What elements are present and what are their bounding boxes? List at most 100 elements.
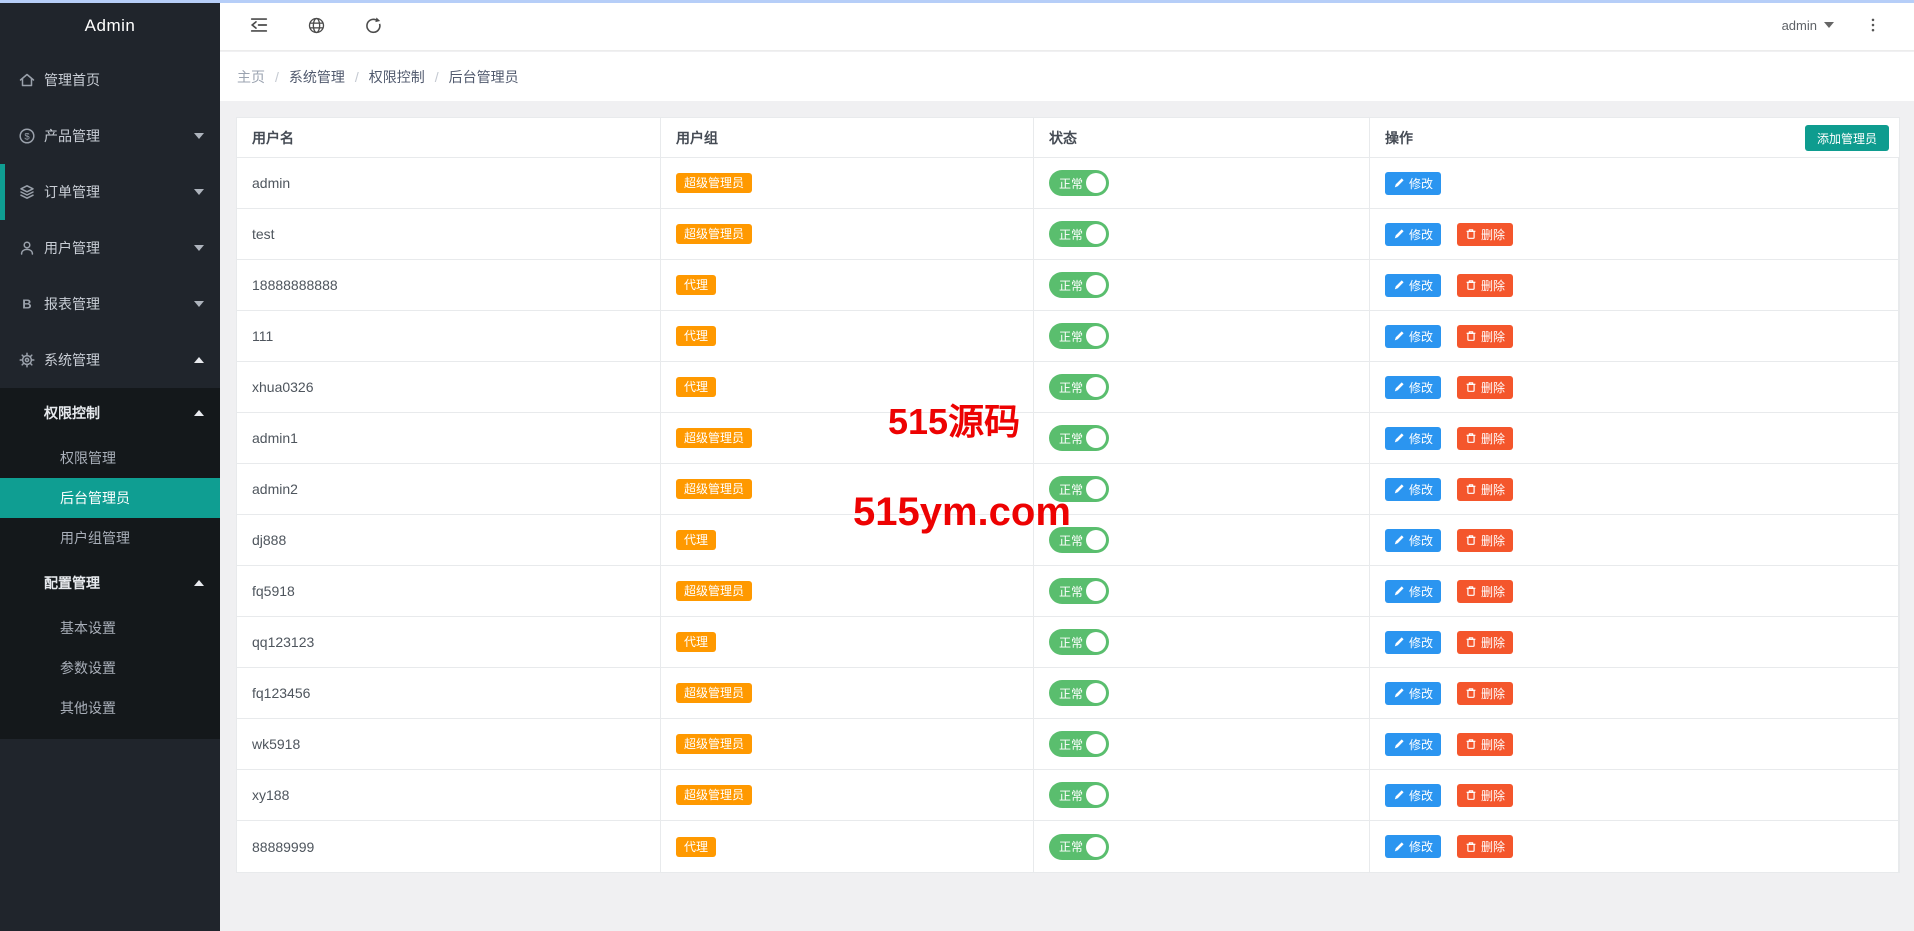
status-toggle[interactable]: 正常 bbox=[1049, 425, 1109, 451]
sidebar-submenu: 权限控制权限管理后台管理员用户组管理配置管理基本设置参数设置其他设置 bbox=[0, 388, 220, 739]
cell-usergroup: 超级管理员 bbox=[661, 668, 1034, 718]
kebab-menu-icon[interactable] bbox=[1864, 15, 1882, 35]
sidebar-item-orders[interactable]: 订单管理 bbox=[0, 164, 220, 220]
edit-button[interactable]: 修改 bbox=[1385, 630, 1442, 654]
status-toggle[interactable]: 正常 bbox=[1049, 272, 1109, 298]
breadcrumb-item[interactable]: 主页 bbox=[237, 68, 265, 85]
status-toggle[interactable]: 正常 bbox=[1049, 323, 1109, 349]
admin-table-card: 用户名 用户组 状态 操作 添加管理员 admin 超级管理员 正常 修改 test 超级… bbox=[236, 117, 1900, 873]
column-header-status: 状态 bbox=[1034, 118, 1370, 157]
delete-button[interactable]: 删除 bbox=[1457, 579, 1514, 603]
delete-button[interactable]: 删除 bbox=[1457, 835, 1514, 858]
toggle-knob bbox=[1086, 734, 1106, 754]
usergroup-badge: 超级管理员 bbox=[676, 581, 753, 601]
edit-button[interactable]: 修改 bbox=[1385, 222, 1442, 246]
pencil-icon bbox=[1393, 483, 1405, 495]
edit-button[interactable]: 修改 bbox=[1385, 783, 1442, 807]
status-toggle[interactable]: 正常 bbox=[1049, 476, 1109, 502]
delete-button[interactable]: 删除 bbox=[1457, 477, 1514, 501]
edit-button[interactable]: 修改 bbox=[1385, 528, 1442, 552]
gear-icon bbox=[18, 351, 36, 369]
sidebar-item-users[interactable]: 用户管理 bbox=[0, 220, 220, 276]
status-toggle-label: 正常 bbox=[1059, 737, 1084, 752]
cell-username: admin bbox=[237, 158, 661, 208]
sidebar-item-reports[interactable]: B 报表管理 bbox=[0, 276, 220, 332]
status-toggle[interactable]: 正常 bbox=[1049, 578, 1109, 604]
toggle-knob bbox=[1086, 683, 1106, 703]
status-toggle-label: 正常 bbox=[1059, 533, 1084, 548]
cell-username: wk5918 bbox=[237, 719, 661, 769]
edit-button[interactable]: 修改 bbox=[1385, 375, 1442, 399]
delete-button[interactable]: 删除 bbox=[1457, 783, 1514, 807]
delete-button[interactable]: 删除 bbox=[1457, 375, 1514, 399]
status-toggle[interactable]: 正常 bbox=[1049, 629, 1109, 655]
user-menu[interactable]: admin bbox=[1782, 18, 1834, 33]
cell-username: 88889999 bbox=[237, 821, 661, 872]
add-admin-button[interactable]: 添加管理员 bbox=[1804, 125, 1889, 151]
table-row: fq5918 超级管理员 正常 修改 删除 bbox=[237, 566, 1899, 617]
status-toggle[interactable]: 正常 bbox=[1049, 374, 1109, 400]
sidebar-item-permission-management[interactable]: 权限管理 bbox=[60, 450, 116, 466]
status-toggle[interactable]: 正常 bbox=[1049, 527, 1109, 553]
status-toggle[interactable]: 正常 bbox=[1049, 833, 1109, 860]
sidebar-item-param-settings[interactable]: 参数设置 bbox=[60, 660, 116, 676]
delete-button[interactable]: 删除 bbox=[1457, 222, 1514, 246]
sidebar-group-permission-control[interactable]: 权限控制 bbox=[0, 388, 220, 438]
sidebar-item-user-group-management[interactable]: 用户组管理 bbox=[60, 530, 130, 546]
status-toggle[interactable]: 正常 bbox=[1049, 731, 1109, 757]
cell-username: 18888888888 bbox=[237, 260, 661, 310]
globe-icon[interactable] bbox=[305, 14, 327, 36]
table-row: qq123123 代理 正常 修改 删除 bbox=[237, 617, 1899, 668]
sidebar-item-home[interactable]: 管理首页 bbox=[0, 52, 220, 108]
delete-button[interactable]: 删除 bbox=[1457, 732, 1514, 756]
svg-text:$: $ bbox=[24, 131, 30, 142]
sidebar-item-basic-settings[interactable]: 基本设置 bbox=[60, 620, 116, 636]
delete-button[interactable]: 删除 bbox=[1457, 528, 1514, 552]
breadcrumb-item: 权限控制 bbox=[368, 68, 425, 85]
status-toggle[interactable]: 正常 bbox=[1049, 221, 1109, 247]
delete-button[interactable]: 删除 bbox=[1457, 324, 1514, 348]
cell-usergroup: 超级管理员 bbox=[661, 413, 1034, 463]
status-toggle[interactable]: 正常 bbox=[1049, 170, 1109, 196]
sidebar-group-label: 权限控制 bbox=[44, 405, 100, 421]
delete-button[interactable]: 删除 bbox=[1457, 426, 1514, 450]
sidebar-item-label: 订单管理 bbox=[44, 184, 100, 200]
sidebar-group-config-management[interactable]: 配置管理 bbox=[0, 558, 220, 608]
cell-usergroup: 代理 bbox=[661, 362, 1034, 412]
toggle-knob bbox=[1086, 836, 1106, 857]
edit-button[interactable]: 修改 bbox=[1385, 324, 1442, 348]
edit-button[interactable]: 修改 bbox=[1385, 171, 1442, 195]
pencil-icon bbox=[1393, 738, 1405, 750]
status-toggle-label: 正常 bbox=[1059, 686, 1084, 701]
sidebar-item-admin-list[interactable]: 后台管理员 bbox=[0, 478, 220, 518]
edit-button[interactable]: 修改 bbox=[1385, 426, 1442, 450]
edit-button[interactable]: 修改 bbox=[1385, 579, 1442, 603]
column-header-actions: 操作 bbox=[1385, 129, 1413, 146]
table-row: admin 超级管理员 正常 修改 bbox=[237, 158, 1899, 209]
edit-button[interactable]: 修改 bbox=[1385, 477, 1442, 501]
status-toggle[interactable]: 正常 bbox=[1049, 782, 1109, 808]
table-row: 111 代理 正常 修改 删除 bbox=[237, 311, 1899, 362]
cell-actions: 修改 删除 bbox=[1370, 719, 1899, 769]
refresh-icon[interactable] bbox=[362, 14, 384, 36]
menu-fold-icon[interactable] bbox=[248, 14, 270, 36]
toggle-knob bbox=[1086, 530, 1106, 550]
topbar-icon-group bbox=[220, 14, 384, 36]
sidebar-item-system[interactable]: 系统管理 bbox=[0, 332, 220, 388]
chevron-up-icon bbox=[194, 357, 204, 363]
delete-button[interactable]: 删除 bbox=[1457, 273, 1514, 297]
table-body: admin 超级管理员 正常 修改 test 超级管理员 正常 修改 删除 18888888888… bbox=[237, 158, 1899, 872]
usergroup-badge: 超级管理员 bbox=[676, 173, 753, 193]
edit-button[interactable]: 修改 bbox=[1385, 732, 1442, 756]
toggle-knob bbox=[1086, 326, 1106, 346]
edit-button[interactable]: 修改 bbox=[1385, 273, 1442, 297]
status-toggle[interactable]: 正常 bbox=[1049, 680, 1109, 706]
delete-button[interactable]: 删除 bbox=[1457, 681, 1514, 705]
edit-button[interactable]: 修改 bbox=[1385, 681, 1442, 705]
sidebar-item-other-settings[interactable]: 其他设置 bbox=[60, 700, 116, 716]
delete-button[interactable]: 删除 bbox=[1457, 630, 1514, 654]
trash-icon bbox=[1465, 381, 1477, 393]
cell-usergroup: 代理 bbox=[661, 821, 1034, 872]
sidebar-item-products[interactable]: $ 产品管理 bbox=[0, 108, 220, 164]
edit-button[interactable]: 修改 bbox=[1385, 835, 1442, 858]
